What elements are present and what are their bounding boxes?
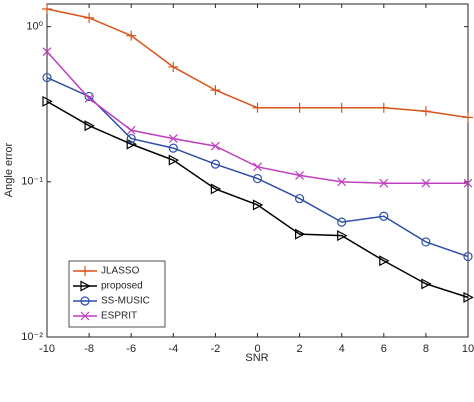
- marker: [252, 102, 263, 113]
- marker: [210, 141, 220, 151]
- legend-label: proposed: [101, 281, 143, 292]
- marker: [80, 266, 90, 276]
- x-tick-label: -4: [168, 343, 178, 355]
- x-tick-label: -2: [211, 343, 221, 355]
- marker: [295, 228, 306, 240]
- marker: [379, 211, 389, 221]
- legend: JLASSO proposed SS-MUSIC ESPRIT: [68, 260, 166, 328]
- y-tick-label: 10⁻²: [21, 331, 43, 343]
- x-tick-label: -8: [84, 343, 94, 355]
- x-tick-label: 2: [297, 343, 303, 355]
- series-line: [46, 76, 469, 258]
- y-axis-label: Angle error: [3, 142, 15, 197]
- legend-label: ESPRIT: [101, 311, 137, 322]
- marker: [42, 95, 53, 107]
- x-tick-label: 8: [423, 343, 429, 355]
- x-tick-label: 4: [339, 343, 345, 355]
- marker: [168, 143, 178, 153]
- marker: [252, 199, 264, 211]
- marker: [42, 72, 52, 83]
- legend-label: SS-MUSIC: [101, 296, 150, 307]
- marker: [126, 133, 136, 144]
- legend-label: JLASSO: [101, 266, 140, 277]
- x-tick-label: -10: [39, 343, 55, 355]
- x-tick-label: -6: [126, 343, 136, 355]
- marker: [295, 170, 305, 180]
- marker: [421, 178, 431, 188]
- marker: [210, 85, 221, 96]
- marker: [336, 102, 347, 113]
- marker: [42, 47, 52, 57]
- y-tick-label: 10⁻¹: [21, 176, 43, 188]
- marker: [42, 3, 52, 14]
- marker: [84, 120, 95, 132]
- marker: [337, 177, 347, 187]
- marker: [379, 255, 390, 267]
- marker: [253, 162, 262, 172]
- series-line: [46, 100, 469, 299]
- marker: [126, 30, 137, 41]
- marker: [421, 237, 431, 247]
- marker: [463, 112, 473, 123]
- marker: [210, 159, 221, 169]
- marker: [80, 296, 90, 306]
- marker: [126, 138, 137, 150]
- marker: [80, 311, 90, 321]
- marker: [168, 154, 180, 166]
- marker: [463, 178, 473, 188]
- marker: [168, 134, 178, 144]
- marker: [168, 61, 179, 72]
- marker: [84, 93, 94, 103]
- marker: [337, 230, 348, 242]
- x-axis-label: SNR: [245, 352, 268, 364]
- marker: [420, 106, 431, 117]
- x-tick-label: 10: [462, 343, 474, 355]
- series-line: [46, 8, 469, 119]
- marker: [378, 102, 389, 113]
- marker: [252, 173, 263, 184]
- marker: [463, 251, 473, 262]
- marker: [337, 217, 347, 227]
- marker: [294, 102, 305, 113]
- marker: [421, 278, 432, 290]
- marker: [379, 178, 389, 188]
- marker: [463, 291, 474, 303]
- marker: [84, 12, 95, 23]
- x-tick-label: 0: [254, 343, 260, 355]
- marker: [295, 193, 305, 204]
- marker: [80, 280, 91, 292]
- x-tick-label: 6: [381, 343, 387, 355]
- marker: [84, 91, 94, 102]
- marker: [210, 183, 222, 195]
- y-tick-label: 10⁰: [26, 21, 43, 33]
- marker: [126, 125, 136, 135]
